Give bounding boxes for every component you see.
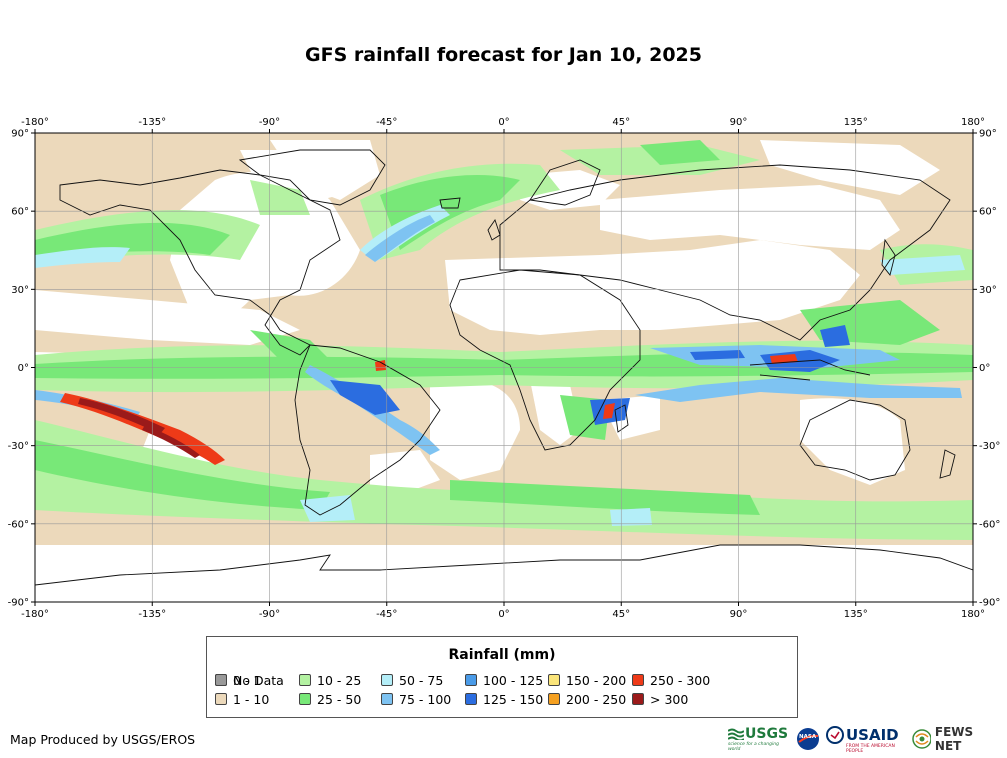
legend-swatch bbox=[465, 693, 477, 705]
lon-labels-bottom: -180° -135° -90° -45° 0° 45° 90° 135° 180° bbox=[21, 609, 985, 620]
lon-label-bottom: 180° bbox=[961, 609, 985, 620]
credit-text: Map Produced by USGS/EROS bbox=[10, 732, 196, 747]
lon-label-bottom: -180° bbox=[21, 609, 49, 620]
lon-label-top: 180° bbox=[961, 117, 985, 128]
usaid-text: USAID bbox=[846, 726, 899, 744]
lon-label-top: 135° bbox=[844, 117, 868, 128]
lat-label-right: -60° bbox=[979, 519, 1000, 530]
legend-item: 25 - 50 bbox=[299, 691, 361, 707]
legend-swatch bbox=[381, 674, 393, 686]
legend-item: 50 - 75 bbox=[381, 672, 443, 688]
legend-swatch bbox=[215, 674, 227, 686]
legend-swatch bbox=[215, 693, 227, 705]
legend-swatch bbox=[381, 693, 393, 705]
fewsnet-text: FEWS NET bbox=[934, 725, 974, 753]
legend-item: 200 - 250 bbox=[548, 691, 626, 707]
lon-label-top: 90° bbox=[730, 117, 748, 128]
legend-swatch bbox=[632, 693, 644, 705]
lat-label-right: -30° bbox=[979, 441, 1000, 452]
legend-item: > 300 bbox=[632, 691, 688, 707]
fewsnet-logo: FEWS NET bbox=[912, 725, 1000, 753]
legend-label: 1 - 10 bbox=[233, 691, 270, 707]
legend-swatch bbox=[465, 674, 477, 686]
lon-labels-top: -180° -135° -90° -45° 0° 45° 90° 135° 180° bbox=[21, 117, 985, 128]
lon-label-top: -135° bbox=[138, 117, 166, 128]
lat-label-right: -90° bbox=[979, 598, 1000, 609]
legend-label: 200 - 250 bbox=[566, 691, 627, 707]
lon-label-top: -45° bbox=[376, 117, 397, 128]
usgs-tagline: science for a changing world bbox=[728, 742, 779, 752]
lat-label-right: 60° bbox=[979, 207, 997, 218]
legend-item: 1 - 10 bbox=[215, 691, 269, 707]
fewsnet-globe-icon bbox=[912, 729, 931, 749]
graticule bbox=[35, 133, 973, 602]
legend-swatch bbox=[548, 674, 560, 686]
lon-label-top: -180° bbox=[21, 117, 49, 128]
usaid-seal-icon bbox=[826, 726, 844, 744]
legend-label: 25 - 50 bbox=[317, 691, 362, 707]
legend-item: No Data bbox=[215, 672, 284, 688]
lon-label-bottom: 45° bbox=[612, 609, 630, 620]
lat-label-left: -90° bbox=[8, 598, 29, 609]
legend-label: 75 - 100 bbox=[399, 691, 452, 707]
lon-label-bottom: 0° bbox=[498, 609, 509, 620]
lon-label-bottom: 90° bbox=[730, 609, 748, 620]
nasa-meatball-icon bbox=[797, 728, 819, 750]
lat-labels-right: 90° 60° 30° 0° -30° -60° -90° bbox=[979, 129, 1000, 609]
legend-item: 10 - 25 bbox=[299, 672, 361, 688]
lat-label-right: 0° bbox=[979, 363, 990, 374]
usgs-wave-icon bbox=[728, 728, 744, 740]
usgs-text: USGS bbox=[745, 726, 789, 742]
tick-marks bbox=[31, 129, 977, 606]
usaid-tagline: FROM THE AMERICAN PEOPLE bbox=[846, 744, 895, 754]
legend-label: 0 - 1 bbox=[233, 672, 262, 688]
legend-box: Rainfall (mm) 0 - 1 1 - 10 10 - 25 25 - 50 5… bbox=[206, 636, 798, 718]
rainfall-map: -180° -135° -90° -45° 0° 45° 90° 135° 180° -180°… bbox=[8, 117, 1001, 620]
coastlines bbox=[35, 149, 973, 586]
lat-label-left: -30° bbox=[8, 441, 29, 452]
legend-swatch bbox=[299, 674, 311, 686]
legend-item: 75 - 100 bbox=[381, 691, 451, 707]
lon-label-bottom: 135° bbox=[844, 609, 868, 620]
lon-label-top: 0° bbox=[498, 117, 509, 128]
usaid-logo: USAID FROM THE AMERICAN PEOPLE bbox=[826, 726, 908, 754]
lat-label-left: 60° bbox=[11, 207, 29, 218]
legend-label: 50 - 75 bbox=[399, 672, 444, 688]
lat-label-left: 0° bbox=[18, 363, 29, 374]
lat-label-left: 30° bbox=[11, 285, 29, 296]
map-title: GFS rainfall forecast for Jan 10, 2025 bbox=[305, 44, 702, 66]
lat-label-right: 30° bbox=[979, 285, 997, 296]
legend-label: 100 - 125 bbox=[483, 672, 544, 688]
lat-label-left: 90° bbox=[11, 129, 29, 140]
legend-item: 150 - 200 bbox=[548, 672, 626, 688]
legend-label: 125 - 150 bbox=[483, 691, 544, 707]
legend-swatch bbox=[299, 693, 311, 705]
partner-logos: USGS science for a changing world NASA U… bbox=[728, 725, 1000, 754]
lon-label-top: -90° bbox=[259, 117, 280, 128]
legend-label: > 300 bbox=[650, 691, 689, 707]
legend-label: 150 - 200 bbox=[566, 672, 627, 688]
nasa-logo: NASA bbox=[796, 726, 822, 752]
legend-title: Rainfall (mm) bbox=[448, 647, 556, 663]
legend-swatch bbox=[548, 693, 560, 705]
legend-label: No Data bbox=[233, 672, 284, 688]
lon-label-bottom: -45° bbox=[376, 609, 397, 620]
legend-item: 125 - 150 bbox=[465, 691, 543, 707]
lon-label-top: 45° bbox=[612, 117, 630, 128]
lon-label-bottom: -135° bbox=[138, 609, 166, 620]
legend-item: 250 - 300 bbox=[632, 672, 710, 688]
lon-label-bottom: -90° bbox=[259, 609, 280, 620]
legend-items: 0 - 1 1 - 10 10 - 25 25 - 50 50 - 75 75 - 100… bbox=[215, 672, 795, 712]
legend-label: 10 - 25 bbox=[317, 672, 362, 688]
lat-labels-left: 90° 60° 30° 0° -30° -60° -90° bbox=[8, 129, 29, 609]
usgs-logo: USGS science for a changing world bbox=[728, 726, 792, 752]
legend-item: 100 - 125 bbox=[465, 672, 543, 688]
legend-label: 250 - 300 bbox=[650, 672, 711, 688]
lat-label-right: 90° bbox=[979, 129, 997, 140]
lat-label-left: -60° bbox=[8, 519, 29, 530]
nasa-text: NASA bbox=[799, 734, 817, 740]
legend-swatch bbox=[632, 674, 644, 686]
rain-extreme bbox=[60, 354, 798, 465]
